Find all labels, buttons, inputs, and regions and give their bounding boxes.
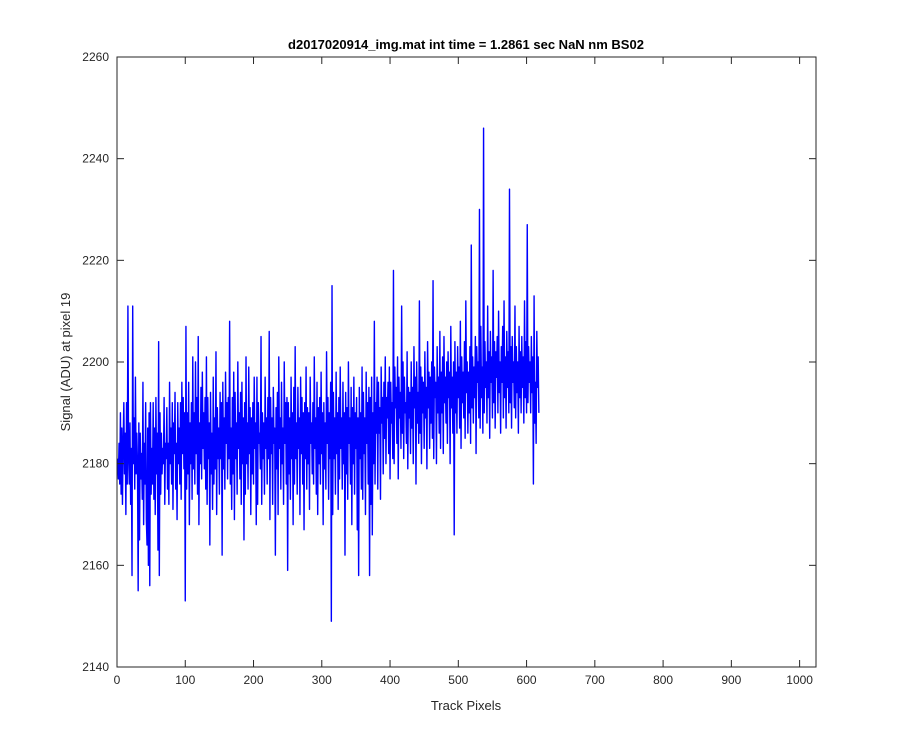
x-tick-label: 300 (312, 673, 332, 687)
y-tick-label: 2240 (82, 152, 109, 166)
x-tick-label: 100 (175, 673, 195, 687)
y-tick-label: 2200 (82, 355, 109, 369)
x-tick-label: 1000 (786, 673, 813, 687)
series-group (116, 127, 540, 622)
x-tick-label: 600 (517, 673, 537, 687)
x-tick-label: 900 (721, 673, 741, 687)
x-tick-label: 700 (585, 673, 605, 687)
x-tick-label: 0 (114, 673, 121, 687)
x-axis-label: Track Pixels (431, 698, 502, 713)
x-tick-label: 800 (653, 673, 673, 687)
series-line-0 (116, 127, 540, 622)
y-axis: 2140 2160 2180 2200 2220 2240 2260 (82, 50, 816, 674)
x-tick-label: 200 (244, 673, 264, 687)
y-tick-label: 2220 (82, 253, 109, 267)
y-axis-label: Signal (ADU) at pixel 19 (58, 293, 73, 432)
y-tick-label: 2160 (82, 558, 109, 572)
x-axis: 0 100 200 300 400 500 600 700 800 900 1000 (114, 57, 813, 687)
y-tick-label: 2180 (82, 457, 109, 471)
x-tick-label: 500 (448, 673, 468, 687)
chart-title: d2017020914_img.mat int time = 1.2861 se… (288, 37, 644, 52)
y-tick-label: 2140 (82, 660, 109, 674)
y-tick-label: 2260 (82, 50, 109, 64)
x-tick-label: 400 (380, 673, 400, 687)
